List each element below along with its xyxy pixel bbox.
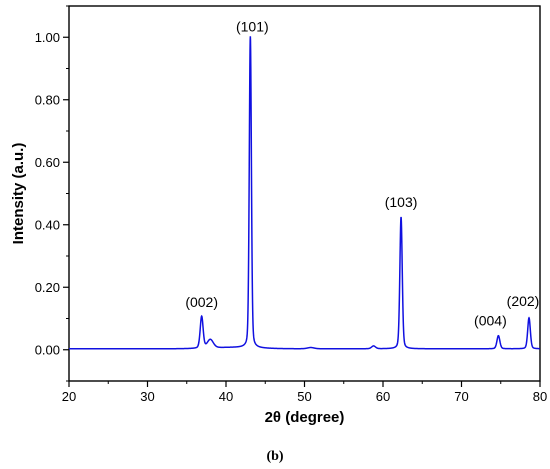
x-tick-label: 70 [454, 389, 468, 404]
peak-label: (202) [507, 293, 540, 309]
peak-label: (103) [385, 194, 418, 210]
y-tick-label: 0.60 [35, 155, 60, 170]
x-tick-label: 80 [533, 389, 547, 404]
x-tick-label: 40 [219, 389, 233, 404]
peak-label: (004) [474, 313, 507, 329]
y-tick-label: 0.20 [35, 280, 60, 295]
y-tick-label: 0.40 [35, 217, 60, 232]
x-tick-label: 30 [140, 389, 154, 404]
plot-border [68, 5, 541, 382]
peak-label: (101) [236, 18, 269, 34]
data-series [69, 36, 540, 350]
figure-caption: (b) [266, 449, 284, 464]
y-tick-label: 0.00 [35, 342, 60, 357]
y-tick-label: 0.80 [35, 92, 60, 107]
x-tick-label: 20 [62, 389, 76, 404]
peak-labels: (002) (101) (103) (004)(202) [185, 18, 539, 328]
plot-frame [68, 5, 541, 382]
x-axis-ticks: 20 30 40 50 60 70 80 [62, 381, 547, 404]
xrd-pattern-line [69, 36, 540, 350]
x-axis-title: 2θ (degree) [265, 409, 345, 426]
x-tick-label: 60 [376, 389, 390, 404]
y-axis-title: Intensity (a.u.) [10, 143, 27, 245]
peak-label: (002) [185, 294, 218, 310]
x-tick-label: 50 [297, 389, 311, 404]
y-tick-label: 1.00 [35, 30, 60, 45]
y-axis-ticks: 0.00 0.20 0.40 0.60 0.80 1.00 [35, 5, 69, 382]
